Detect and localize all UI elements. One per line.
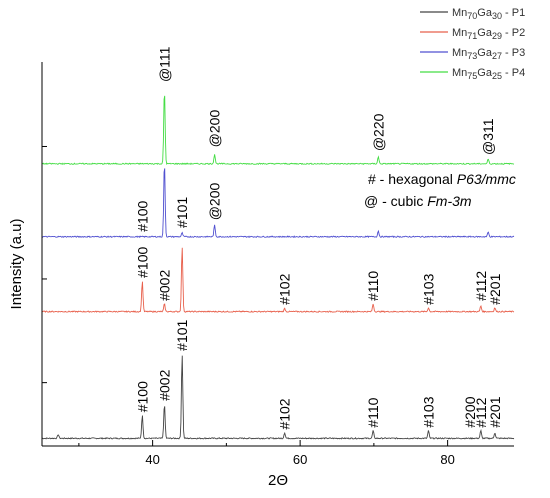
peak-label: #110 [365, 271, 381, 301]
peak-label: #112 [473, 271, 489, 301]
peak-label: #110 [365, 397, 381, 427]
peak-label: #201 [487, 273, 503, 304]
peak-label: #103 [420, 273, 436, 304]
series-line-2 [41, 247, 515, 313]
series-line-1 [41, 355, 515, 440]
peak-annotations: #100 #002#101#102 #110 #103 #200#112#201#100… [134, 46, 503, 429]
peak-label: #100 [134, 247, 150, 278]
peak-label: @200 [207, 182, 223, 220]
legend-entry: Mn70Ga30 - P1 [452, 7, 525, 21]
legend-entry: Mn71Ga29 - P2 [452, 27, 525, 41]
peak-label: #002 [156, 369, 172, 400]
peak-label: #112 [473, 397, 489, 427]
peak-label: #102 [277, 273, 293, 304]
plot-area [41, 95, 515, 440]
phase-note: # - hexagonal P63/mmc @ - cubic Fm-3m [364, 171, 516, 209]
series-line-4 [41, 95, 515, 166]
peak-label: @111 [156, 46, 172, 82]
peak-label: #100 [134, 200, 150, 231]
legend-entry: Mn75Ga25 - P4 [452, 67, 525, 81]
peak-label: #100 [134, 381, 150, 412]
series-line-3 [41, 168, 515, 239]
legend-entry: Mn73Ga27 - P3 [452, 47, 525, 61]
peak-label: @200 [207, 110, 223, 148]
note-hexagonal: # - hexagonal P63/mmc [368, 171, 516, 187]
x-tick-label: 80 [440, 452, 454, 467]
x-tick-label: 40 [145, 452, 159, 467]
peak-label: #101 [174, 319, 190, 350]
peak-label: @220 [370, 113, 386, 151]
x-axis-title: 2Θ [268, 472, 288, 489]
note-cubic: @ - cubic Fm-3m [364, 193, 472, 209]
legend: Mn70Ga30 - P1 Mn71Ga29 - P2 Mn73Ga27 - P3 M… [420, 7, 525, 81]
peak-label: #103 [420, 396, 436, 427]
peak-label: @311 [480, 118, 496, 155]
peak-label: #102 [277, 398, 293, 429]
peak-label: #200 [462, 396, 478, 427]
axes: 40 60 80 2Θ Intensity (a.u) [8, 62, 514, 489]
peak-label: #101 [174, 197, 190, 228]
peak-label: #201 [487, 396, 503, 427]
peak-label: #002 [156, 270, 172, 301]
x-tick-label: 60 [293, 452, 307, 467]
y-axis-title: Intensity (a.u) [8, 219, 25, 310]
